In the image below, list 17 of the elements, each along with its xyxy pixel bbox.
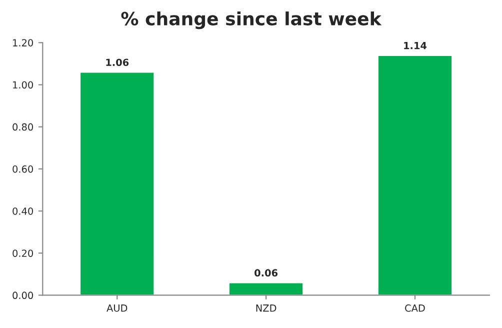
y-tick-label: 0.80: [12, 123, 33, 131]
chart-title: % change since last week: [121, 11, 382, 30]
y-tick-label: 0.20: [12, 250, 33, 257]
bar: [79, 71, 156, 296]
bar: [228, 282, 304, 296]
y-tick-label: 0.60: [12, 165, 33, 173]
data-label: 1.14: [404, 42, 427, 50]
y-tick-label: 0.40: [12, 207, 33, 215]
x-tick-label: CAD: [405, 304, 425, 312]
y-tick-label: 1.20: [13, 39, 33, 46]
data-label: 0.06: [254, 269, 278, 277]
y-tick-label: 1.00: [13, 81, 33, 89]
y-tick-label: 0.00: [12, 292, 33, 300]
data-label: 1.06: [106, 58, 129, 66]
x-tick-label: AUD: [106, 304, 128, 312]
x-tick-label: NZD: [256, 304, 276, 312]
bar: [377, 54, 453, 296]
